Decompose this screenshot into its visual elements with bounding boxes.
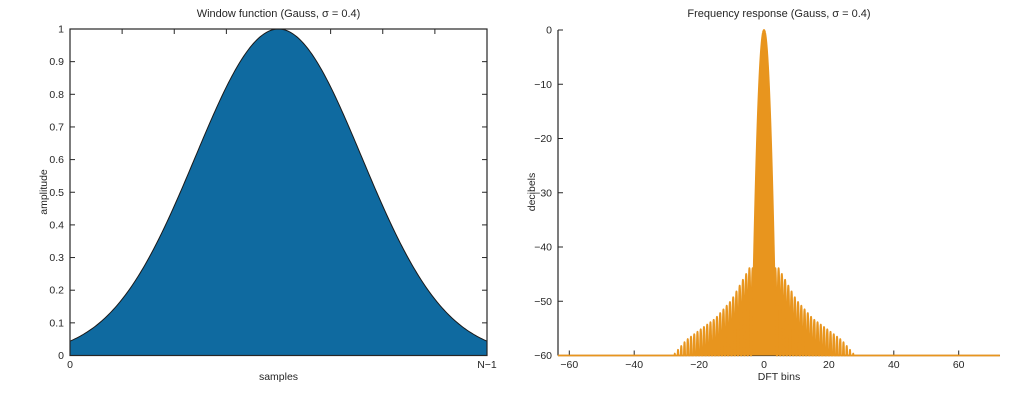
y-tick-label: −20 xyxy=(534,133,552,145)
x-tick-label: 0 xyxy=(67,359,73,371)
y-tick-label: 0.5 xyxy=(49,187,64,199)
x-tick-label: −20 xyxy=(690,359,708,371)
y-tick-label: −50 xyxy=(534,296,552,308)
window-plot-title: Window function (Gauss, σ = 0.4) xyxy=(196,8,361,20)
y-tick-label: −10 xyxy=(534,79,552,91)
x-tick-label: 60 xyxy=(953,359,965,371)
y-tick-label: 0.1 xyxy=(49,317,64,329)
y-tick-label: −40 xyxy=(534,242,552,254)
x-tick-label: 20 xyxy=(823,359,835,371)
x-tick-label: −60 xyxy=(560,359,578,371)
y-tick-label: 0.6 xyxy=(49,154,64,166)
freq-x-axis-label: DFT bins xyxy=(757,371,801,383)
y-tick-label: 0.4 xyxy=(49,219,64,231)
window-y-axis-label: amplitude xyxy=(38,169,50,215)
x-tick-label: N−1 xyxy=(477,359,497,371)
y-tick-label: −30 xyxy=(534,187,552,199)
x-tick-label: 40 xyxy=(888,359,900,371)
spectrum-curve xyxy=(557,29,1001,357)
window-curve xyxy=(69,28,488,356)
y-tick-label: 0 xyxy=(58,350,64,362)
x-tick-label: −40 xyxy=(625,359,643,371)
y-tick-label: 0 xyxy=(546,25,552,37)
y-tick-label: −60 xyxy=(534,350,552,362)
y-tick-label: 0.9 xyxy=(49,56,64,68)
freq-y-axis-label: decibels xyxy=(526,172,538,212)
freq-plot-title: Frequency response (Gauss, σ = 0.4) xyxy=(687,8,871,20)
y-tick-label: 0.2 xyxy=(49,285,64,297)
y-tick-label: 0.8 xyxy=(49,89,64,101)
y-tick-label: 1 xyxy=(58,24,64,36)
x-tick-label: 0 xyxy=(761,359,767,371)
window-axes-frame xyxy=(69,28,488,357)
y-tick-label: 0.7 xyxy=(49,121,64,133)
window-x-axis-label: samples xyxy=(258,371,299,383)
y-tick-label: 0.3 xyxy=(49,252,64,264)
